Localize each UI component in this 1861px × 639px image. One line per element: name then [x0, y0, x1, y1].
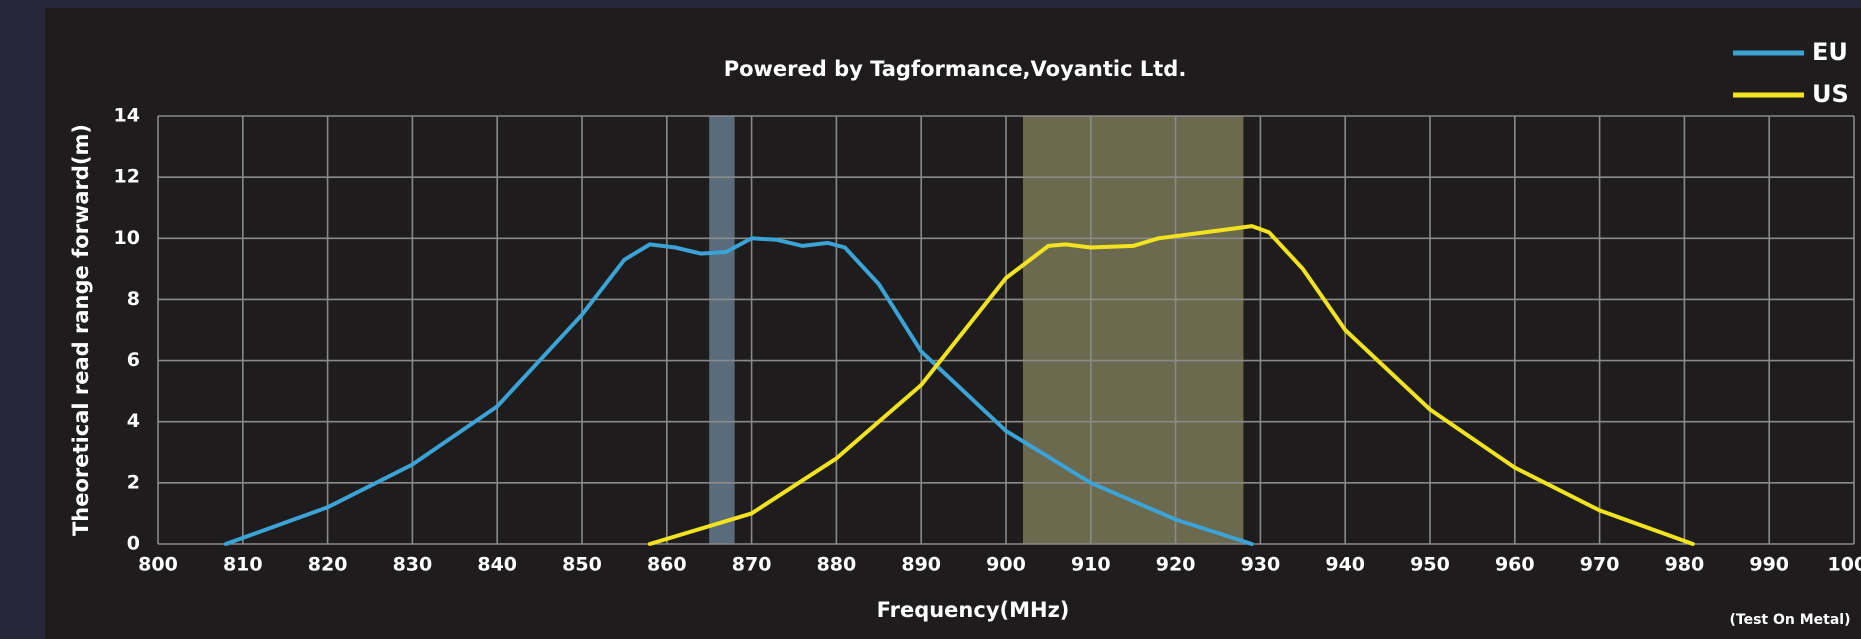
x-tick-label: 890: [901, 554, 941, 576]
x-tick-label: 960: [1495, 554, 1535, 576]
y-tick-label: 12: [114, 166, 140, 188]
x-tick-label: 810: [223, 554, 263, 576]
x-tick-label: 860: [647, 554, 687, 576]
y-tick-label: 8: [127, 288, 140, 310]
x-tick-label: 870: [732, 554, 772, 576]
panel: [45, 8, 1861, 639]
y-tick-label: 10: [114, 227, 140, 249]
x-tick-label: 930: [1241, 554, 1281, 576]
chart-title: Powered by Tagformance,Voyantic Ltd.: [724, 57, 1187, 81]
x-tick-label: 800: [138, 554, 178, 576]
x-tick-label: 950: [1410, 554, 1450, 576]
x-axis-label: Frequency(MHz): [877, 598, 1070, 622]
x-tick-label: 1000: [1828, 554, 1861, 576]
plot-area: [157, 115, 1855, 545]
legend-label: EU: [1812, 38, 1848, 66]
line-series: [223, 236, 1254, 546]
y-tick-label: 6: [127, 349, 140, 371]
y-axis-label: Theoretical read range forward(m): [69, 124, 93, 536]
x-tick-label: 980: [1665, 554, 1705, 576]
band: [709, 116, 735, 544]
x-tick-label: 970: [1580, 554, 1620, 576]
y-tick-label: 4: [127, 410, 140, 432]
x-tick-label: 880: [817, 554, 857, 576]
x-tick-label: 900: [986, 554, 1026, 576]
y-tick-label: 2: [127, 471, 140, 493]
line-series: [647, 224, 1695, 546]
x-tick-label: 920: [1156, 554, 1196, 576]
x-tick-label: 830: [393, 554, 433, 576]
x-tick-label: 990: [1749, 554, 1789, 576]
x-tick-label: 850: [562, 554, 602, 576]
band: [1022, 116, 1244, 544]
legend-label: US: [1812, 80, 1849, 108]
x-tick-label: 840: [477, 554, 517, 576]
x-tick-label: 910: [1071, 554, 1111, 576]
x-tick-label: 940: [1325, 554, 1365, 576]
y-tick-label: 14: [114, 105, 140, 127]
x-tick-label: 820: [308, 554, 348, 576]
annotation: (Test On Metal): [1730, 612, 1851, 628]
y-tick-label: 0: [127, 533, 140, 555]
